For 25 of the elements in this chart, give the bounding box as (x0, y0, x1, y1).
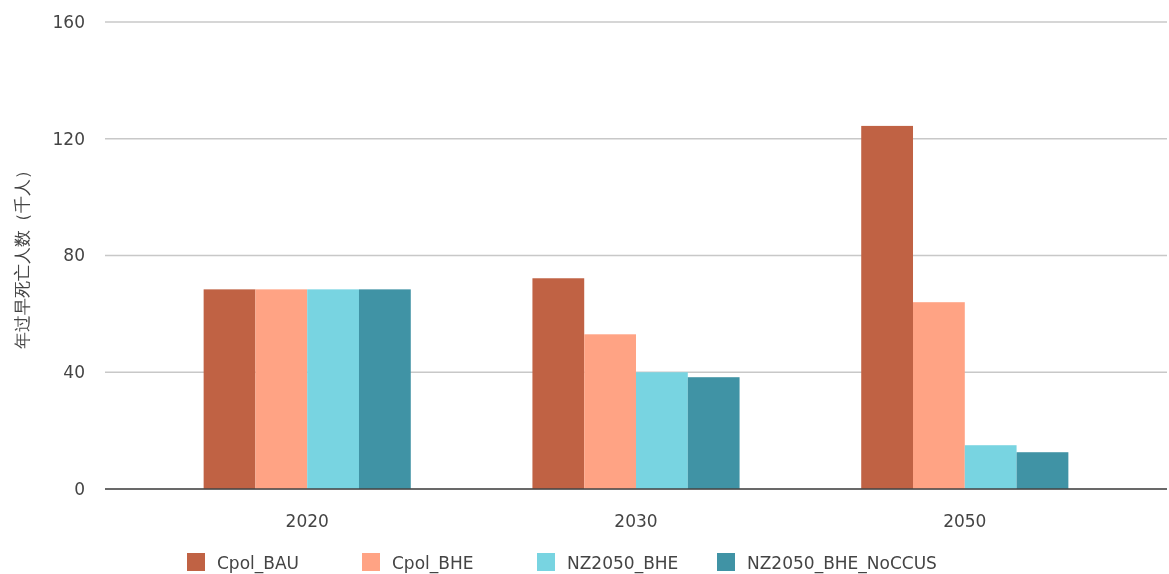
y-tick-label: 120 (52, 128, 85, 149)
x-tick-label: 2030 (614, 511, 658, 531)
y-tick-label: 160 (52, 11, 85, 32)
legend-label: Cpol_BAU (217, 552, 300, 574)
y-axis-title: 年过早死亡人数（千人） (12, 162, 32, 349)
bar (861, 125, 914, 489)
x-tick-label: 2020 (285, 511, 329, 531)
bar (203, 289, 256, 489)
legend-label: NZ2050_BHE_NoCCUS (747, 552, 937, 574)
x-tick-label: 2050 (943, 511, 987, 531)
bar (358, 289, 411, 489)
bar (687, 377, 740, 489)
y-tick-label: 0 (74, 478, 85, 499)
y-tick-label: 40 (63, 362, 85, 383)
bar (913, 302, 965, 489)
bar (964, 445, 1017, 489)
bar (1016, 452, 1069, 489)
legend-label: Cpol_BHE (392, 552, 474, 574)
legend-label: NZ2050_BHE (567, 552, 679, 574)
bar (636, 372, 688, 489)
bar (255, 289, 308, 489)
bar (584, 334, 636, 489)
bar (532, 278, 585, 489)
y-tick-label: 80 (63, 245, 85, 266)
bar (307, 289, 359, 489)
